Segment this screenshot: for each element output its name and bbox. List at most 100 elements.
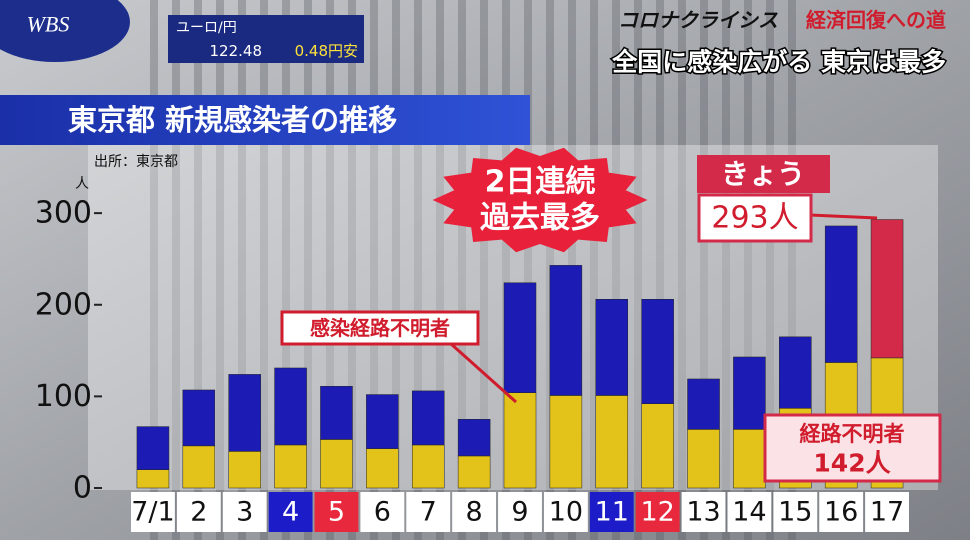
x-tick-box: [865, 492, 909, 532]
building-stripe: [590, 0, 598, 540]
today-box: [697, 155, 830, 193]
value-label: 142人: [813, 449, 890, 478]
x-tick-label: 10: [549, 497, 583, 528]
starburst: [432, 147, 648, 253]
bar-segment: [182, 445, 216, 489]
building-stripe: [216, 0, 224, 540]
today-total-box: [697, 193, 813, 243]
building-stripe: [370, 0, 378, 540]
headline-text: 全国に感染広がる 東京は最多: [611, 48, 946, 77]
x-tick-label: 8: [466, 497, 483, 528]
x-tick-label: 12: [640, 497, 674, 528]
x-tick-label: 15: [778, 497, 812, 528]
building-stripe: [172, 0, 180, 540]
bar-segment: [457, 419, 491, 457]
x-tick-box: [222, 492, 267, 532]
bar-segment: [549, 395, 583, 489]
y-tick-label: 100: [35, 379, 92, 414]
x-tick-label: 2: [190, 497, 207, 528]
bar-segment: [824, 225, 858, 363]
bar-segment: [503, 392, 537, 489]
bar-segment: [733, 429, 766, 489]
bar-segment: [733, 356, 766, 430]
x-tick-box: [819, 492, 864, 532]
bar-segment: [274, 367, 307, 446]
bar-segment: [549, 265, 583, 396]
source: 出所：東京都: [94, 154, 178, 170]
building-stripe: [634, 0, 642, 540]
x-tick-label: 7: [420, 497, 437, 528]
building-stripe: [414, 0, 422, 540]
x-tick-label: 13: [686, 497, 720, 528]
bar-segment: [595, 395, 629, 489]
building-stripe: [524, 0, 532, 540]
building-stripe: [436, 0, 444, 540]
headline-subtitle: 経済回復への道: [806, 8, 946, 32]
bar-segment: [228, 374, 261, 452]
building-stripe: [766, 0, 774, 540]
today-pointer: [809, 213, 878, 220]
building-stripe: [348, 0, 356, 540]
building-stripe: [612, 0, 620, 540]
building-stripe: [502, 0, 510, 540]
x-tick-box: [773, 492, 818, 532]
callout-box: [280, 310, 480, 346]
x-tick-box: [176, 492, 221, 532]
bar-segment: [136, 426, 170, 470]
x-tick-box: [498, 492, 542, 532]
bar-segment: [411, 444, 445, 489]
x-tick-box: [131, 492, 175, 532]
ticker-change: 0.48円安: [295, 42, 358, 60]
ticker-rate: 122.48: [210, 42, 263, 60]
building-stripe: [304, 0, 312, 540]
y-tick-label: 200: [35, 287, 92, 322]
building-stripe: [260, 0, 268, 540]
bar-segment: [687, 378, 720, 430]
logo: WBS: [27, 12, 70, 37]
x-tick-box: [589, 492, 634, 532]
building-stripe: [150, 0, 158, 540]
today-total: 293人: [711, 201, 798, 236]
x-tick-label: 5: [328, 497, 345, 528]
x-tick-box: [681, 492, 726, 532]
ticker-label: ユーロ/円: [176, 20, 237, 36]
building-photo: [150, 0, 796, 540]
x-tick-label: 16: [824, 497, 858, 528]
bar-segment: [687, 429, 720, 489]
bar-segment: [366, 448, 399, 489]
bar-segment: [641, 403, 674, 489]
unknown-box: [763, 413, 942, 483]
bar-segment: [320, 439, 353, 489]
bar-segment: [411, 390, 445, 446]
headline-series: コロナクライシス: [618, 8, 778, 32]
bar-segment: [870, 219, 904, 359]
bar-segment: [320, 386, 353, 440]
bar-segment: [779, 336, 812, 409]
building-stripe: [194, 0, 202, 540]
building-stripe: [788, 0, 796, 540]
x-tick-label: 4: [282, 497, 299, 528]
x-tick-label: 11: [595, 497, 629, 528]
x-tick-box: [727, 492, 772, 532]
title-banner: [0, 95, 530, 145]
bar-segment: [503, 282, 537, 393]
x-tick-label: 14: [732, 497, 766, 528]
y-unit: 人: [75, 176, 89, 192]
x-tick-label: 6: [374, 497, 391, 528]
series-name: 感染経路不明者: [310, 316, 450, 340]
x-tick-box: [406, 492, 451, 532]
x-tick-box: [635, 492, 680, 532]
today-label: きょう: [721, 158, 805, 191]
bar-segment: [366, 394, 399, 449]
bar-segment: [228, 451, 261, 489]
building-stripe: [458, 0, 466, 540]
building-stripe: [282, 0, 290, 540]
x-tick-box: [314, 492, 359, 532]
building-stripe: [722, 0, 730, 540]
unknown-caption: 経路不明者: [800, 422, 905, 446]
building-stripe: [326, 0, 334, 540]
bar-segment: [595, 299, 629, 396]
bar-segment: [136, 469, 170, 489]
chart-title: 東京都 新規感染者の推移: [68, 103, 397, 137]
